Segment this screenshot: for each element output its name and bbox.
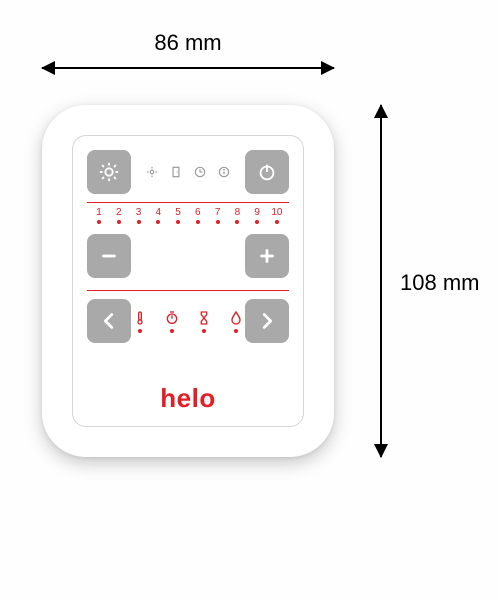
door-icon	[169, 165, 183, 179]
scale-label: 7	[215, 207, 221, 218]
scale-tick: 7	[210, 207, 226, 224]
power-icon	[256, 161, 278, 183]
scale-tick: 5	[170, 207, 186, 224]
width-dimension-line	[42, 67, 334, 69]
scale-tick: 6	[190, 207, 206, 224]
divider	[87, 290, 289, 291]
humidity-icon	[228, 310, 244, 333]
light-icon	[98, 161, 120, 183]
plus-button[interactable]	[245, 234, 289, 278]
minus-icon	[98, 245, 120, 267]
scale-label: 5	[175, 207, 181, 218]
control-panel-device: 1 2 3 4 5 6 7 8 9 10	[42, 105, 334, 457]
minus-button[interactable]	[87, 234, 131, 278]
light-button[interactable]	[87, 150, 131, 194]
height-dimension-line	[380, 105, 382, 457]
brand-logo: helo	[87, 383, 289, 418]
info-icon	[217, 165, 231, 179]
scale-label: 6	[195, 207, 201, 218]
control-panel-face: 1 2 3 4 5 6 7 8 9 10	[72, 135, 304, 427]
plus-icon	[256, 245, 278, 267]
scale-tick: 10	[269, 207, 285, 224]
scale-label: 4	[156, 207, 162, 218]
width-dimension-label: 86 mm	[42, 30, 334, 56]
scale-tick: 3	[131, 207, 147, 224]
scale-label: 9	[254, 207, 260, 218]
scale-label: 10	[271, 207, 282, 218]
level-scale: 1 2 3 4 5 6 7 8 9 10	[87, 207, 289, 224]
power-button[interactable]	[245, 150, 289, 194]
prev-button[interactable]	[87, 299, 131, 343]
light-icon	[145, 165, 159, 179]
status-icons	[145, 165, 231, 179]
scale-label: 1	[96, 207, 102, 218]
scale-tick: 9	[249, 207, 265, 224]
scale-tick: 1	[91, 207, 107, 224]
scale-tick: 8	[229, 207, 245, 224]
timer-icon	[164, 310, 180, 333]
scale-tick: 2	[111, 207, 127, 224]
mode-icons	[132, 310, 244, 333]
scale-label: 3	[136, 207, 142, 218]
mode-row	[87, 299, 289, 343]
chevron-right-icon	[256, 310, 278, 332]
scale-label: 8	[235, 207, 241, 218]
temperature-icon	[132, 310, 148, 333]
adjust-row	[87, 234, 289, 278]
next-button[interactable]	[245, 299, 289, 343]
hourglass-icon	[196, 310, 212, 333]
top-row	[87, 150, 289, 194]
divider	[87, 202, 289, 203]
chevron-left-icon	[98, 310, 120, 332]
scale-label: 2	[116, 207, 122, 218]
scale-tick: 4	[150, 207, 166, 224]
clock-icon	[193, 165, 207, 179]
height-dimension-label: 108 mm	[400, 270, 479, 296]
